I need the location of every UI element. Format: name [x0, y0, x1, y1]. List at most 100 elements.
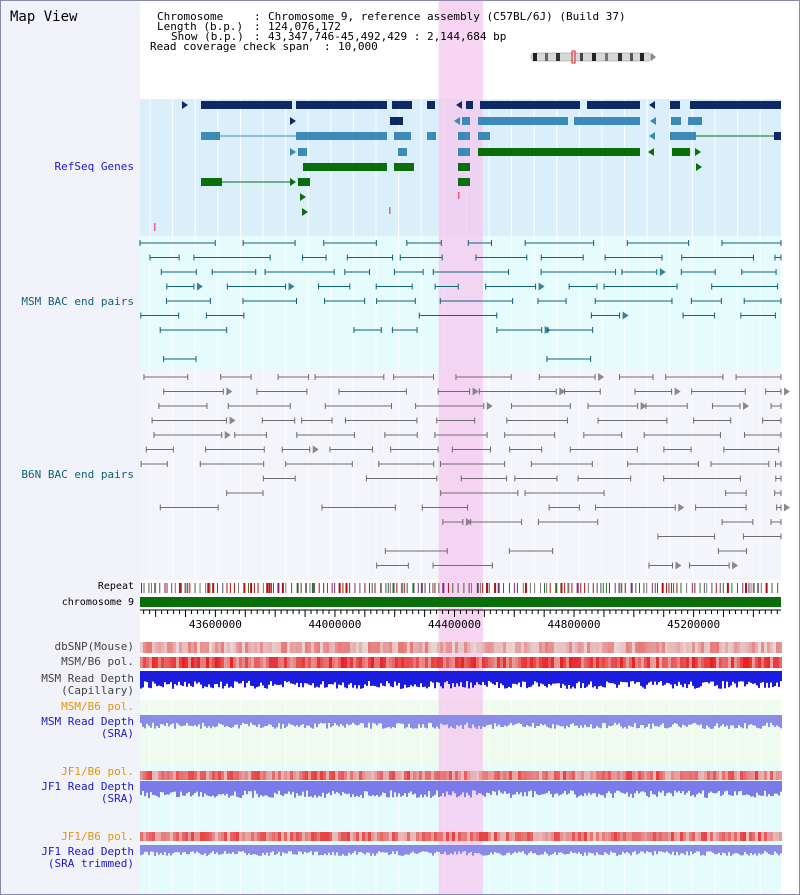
msm-sra-depth-bar [514, 715, 516, 725]
jf1-b6-pol-2-cell [497, 832, 500, 841]
jf1-b6-pol-2-cell [500, 832, 503, 841]
repeat-element [549, 583, 551, 593]
msm-sra-depth-bar [672, 715, 674, 725]
repeat-element [596, 583, 598, 593]
dbsnp-cell [668, 642, 671, 653]
jf1-b6-pol-cell [728, 771, 731, 780]
jf1-sra-depth-bar [276, 781, 278, 795]
jf1-b6-pol-cell [374, 771, 377, 780]
jf1-sra-depth-bar [352, 781, 354, 795]
jf1-trim-depth-bar [378, 845, 380, 852]
jf1-b6-pol-2-cell [647, 832, 650, 841]
jf1-b6-pol-2-cell [692, 832, 695, 841]
msm-capillary-depth-bar [760, 671, 762, 683]
jf1-b6-pol-2-cell [248, 832, 251, 841]
jf1-b6-pol-2-label[interactable]: JF1/B6 pol. [61, 830, 134, 843]
jf1-sra-depth-bar [346, 781, 348, 795]
jf1-trim-depth-bar [506, 845, 508, 854]
repeat-element [736, 583, 738, 593]
repeat-element [180, 583, 182, 593]
jf1-read-depth-trimmed-label[interactable]: JF1 Read Depth (SRA trimmed) [41, 845, 134, 870]
jf1-b6-pol-cell [689, 771, 692, 780]
msm-b6-pol-label[interactable]: MSM/B6 pol. [61, 655, 134, 668]
msm-bac-label[interactable]: MSM BAC end pairs [21, 295, 134, 308]
msm-capillary-depth-bar [678, 671, 680, 682]
dbsnp-cell [473, 642, 476, 653]
msm-b6-pol-cell [755, 657, 758, 668]
msm-sra-depth-bar [682, 715, 684, 725]
msm-b6-pol-2-label[interactable]: MSM/B6 pol. [61, 700, 134, 713]
msm-capillary-depth-bar [304, 671, 306, 684]
jf1-trim-depth-bar [572, 845, 574, 854]
jf1-b6-pol-cell [221, 771, 224, 780]
msm-read-depth-capillary-label[interactable]: MSM Read Depth (Capillary) [41, 672, 134, 697]
jf1-trim-depth-bar [192, 845, 194, 852]
msm-b6-pol-cell [578, 657, 581, 668]
dbsnp-cell [332, 642, 335, 653]
jf1-b6-pol-cell [737, 771, 740, 780]
msm-capillary-depth-bar [246, 671, 248, 683]
jf1-b6-pol-cell [671, 771, 674, 780]
msm-capillary-depth-bar [536, 671, 538, 683]
repeat-element [476, 583, 479, 593]
dbsnp-cell [764, 642, 767, 653]
msm-sra-depth-bar [234, 715, 236, 725]
dbsnp-label[interactable]: dbSNP(Mouse) [54, 640, 134, 653]
msm-sra-depth-bar [216, 715, 218, 727]
msm-capillary-depth-bar [700, 671, 702, 687]
msm-sra-depth-bar [198, 715, 200, 725]
jf1-sra-depth-bar [244, 781, 246, 791]
repeat-label[interactable]: Repeat [97, 581, 134, 592]
msm-sra-depth-bar [610, 715, 612, 727]
jf1-b6-pol-2-cell [407, 832, 410, 841]
jf1-sra-depth-bar [464, 781, 466, 798]
jf1-b6-pol-2-cell [623, 832, 626, 841]
jf1-b6-pol-cell [758, 771, 761, 780]
repeat-element [406, 583, 408, 593]
jf1-sra-depth-bar [362, 781, 364, 798]
repeat-element [359, 583, 361, 593]
jf1-b6-pol-cell [677, 771, 680, 780]
msm-b6-pol-cell [272, 657, 275, 668]
jf1-b6-pol-2-cell [203, 832, 206, 841]
msm-sra-depth-bar [384, 715, 386, 729]
jf1-sra-depth-bar [592, 781, 594, 794]
axis-tick-label: 44800000 [548, 618, 601, 631]
repeat-element [368, 583, 370, 593]
dbsnp-cell [206, 642, 209, 653]
repeat-element [194, 583, 196, 593]
jf1-trim-depth-bar [276, 845, 278, 854]
jf1-trim-depth-bar [392, 845, 394, 852]
dbsnp-cell [692, 642, 695, 653]
jf1-trim-depth-bar [720, 845, 722, 856]
jf1-trim-depth-bar [462, 845, 464, 852]
msm-capillary-depth-bar [726, 671, 728, 682]
jf1-b6-pol-2-cell [569, 832, 572, 841]
msm-sra-depth-bar [338, 715, 340, 727]
jf1-b6-pol-2-cell [542, 832, 545, 841]
msm-capillary-depth-bar [498, 671, 500, 688]
msm-read-depth-sra-label[interactable]: MSM Read Depth (SRA) [41, 715, 134, 740]
msm-sra-depth-bar [750, 715, 752, 725]
msm-sra-depth-bar [636, 715, 638, 729]
chromosome-ideogram[interactable] [530, 50, 656, 64]
msm-sra-depth-bar [340, 715, 342, 725]
repeat-element [621, 583, 623, 593]
msm-sra-depth-bar [364, 715, 366, 728]
msm-capillary-depth-bar [378, 671, 380, 688]
jf1-sra-depth-bar [714, 781, 716, 794]
gene-exon-block [672, 148, 690, 156]
jf1-b6-pol-label[interactable]: JF1/B6 pol. [61, 765, 134, 778]
repeat-element [534, 583, 536, 593]
repeat-element [164, 583, 166, 593]
jf1-sra-depth-bar [558, 781, 560, 796]
msm-capillary-depth-bar [714, 671, 716, 687]
b6n-bac-label[interactable]: B6N BAC end pairs [21, 468, 134, 481]
jf1-sra-depth-bar [220, 781, 222, 795]
jf1-read-depth-sra-label[interactable]: JF1 Read Depth (SRA) [41, 780, 134, 805]
jf1-b6-pol-2-cell [521, 832, 524, 841]
jf1-b6-pol-2-cell [386, 832, 389, 841]
refseq-genes-label[interactable]: RefSeq Genes [54, 160, 134, 173]
gene-exon-block [398, 148, 407, 156]
